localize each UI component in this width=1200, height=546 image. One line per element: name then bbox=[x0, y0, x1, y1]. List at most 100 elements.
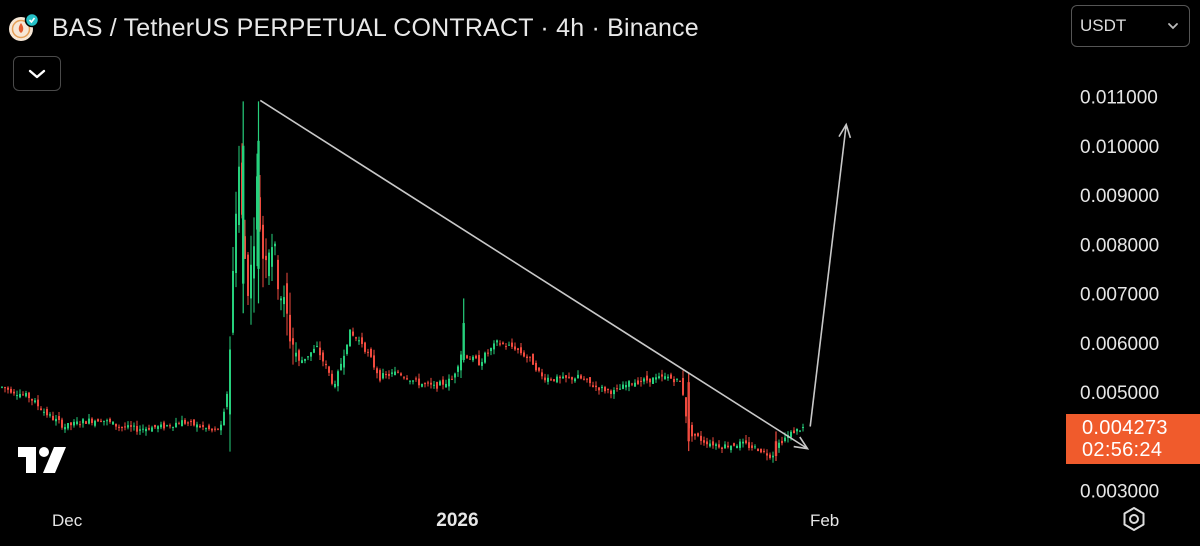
candle-body bbox=[592, 385, 594, 387]
candle-body bbox=[751, 445, 753, 448]
candle-body bbox=[616, 388, 618, 390]
settings-icon[interactable] bbox=[1121, 506, 1147, 537]
candle-body bbox=[625, 384, 627, 388]
drawing-layer[interactable] bbox=[259, 99, 852, 450]
candle-body bbox=[257, 140, 260, 269]
currency-selector[interactable]: USDT bbox=[1071, 5, 1190, 47]
candle-body bbox=[676, 378, 678, 380]
candle-body bbox=[220, 424, 222, 431]
time-tick-label: Feb bbox=[810, 511, 839, 530]
tradingview-logo-icon[interactable] bbox=[18, 447, 68, 480]
candle-body bbox=[697, 433, 699, 436]
candle-body bbox=[712, 441, 714, 446]
candle-body bbox=[724, 444, 726, 449]
time-tick-label: 2026 bbox=[436, 510, 478, 531]
candle-body bbox=[46, 408, 48, 416]
candle-body bbox=[4, 387, 6, 389]
candle-body bbox=[118, 426, 120, 428]
candle-body bbox=[211, 428, 213, 431]
candle-body bbox=[550, 379, 552, 381]
candle-body bbox=[1, 386, 3, 388]
price-tick-label: 0.009000 bbox=[1080, 186, 1159, 207]
candle-body bbox=[580, 375, 582, 379]
candle-body bbox=[313, 348, 315, 353]
candle-body bbox=[523, 352, 525, 357]
candle-body bbox=[754, 446, 756, 448]
candle-body bbox=[109, 418, 111, 422]
collapse-legend-button[interactable] bbox=[13, 56, 61, 91]
candle-body bbox=[31, 398, 33, 401]
candle-body bbox=[232, 270, 234, 333]
candle-body bbox=[466, 355, 468, 359]
candle-body bbox=[481, 362, 483, 366]
candle-body bbox=[730, 445, 732, 451]
price-tick-label: 0.010000 bbox=[1080, 137, 1159, 158]
candle-body bbox=[403, 377, 405, 379]
candle-body bbox=[784, 437, 786, 442]
price-axis[interactable]: 0.011000 0.010000 0.009000 0.008000 0.007000… bbox=[1080, 88, 1159, 503]
candle-body bbox=[124, 426, 126, 428]
candle-body bbox=[70, 422, 72, 426]
candle-body bbox=[331, 373, 333, 384]
candle-body bbox=[265, 255, 267, 261]
candle-body bbox=[781, 440, 783, 444]
candle-body bbox=[583, 378, 585, 380]
candle-body bbox=[472, 356, 474, 361]
candle-body bbox=[382, 373, 384, 379]
candle-body bbox=[73, 421, 75, 426]
candle-body bbox=[64, 427, 66, 430]
candle-body bbox=[49, 414, 51, 416]
candle-body bbox=[388, 373, 390, 376]
candle-body bbox=[517, 348, 519, 350]
candle-body bbox=[532, 353, 534, 365]
candle-body bbox=[280, 298, 282, 301]
trend-line bbox=[259, 99, 808, 450]
candle-body bbox=[715, 444, 717, 446]
candle-body bbox=[325, 363, 327, 366]
candle-body bbox=[460, 354, 462, 371]
candle-body bbox=[739, 441, 741, 448]
last-price-value: 0.004273 bbox=[1082, 417, 1168, 439]
candle-body bbox=[574, 378, 576, 382]
candle-body bbox=[193, 419, 195, 426]
candle-body bbox=[358, 340, 360, 342]
candle-body bbox=[457, 366, 459, 372]
candlestick-series bbox=[1, 101, 804, 463]
candle-body bbox=[655, 377, 657, 380]
candle-body bbox=[94, 420, 96, 426]
candle-body bbox=[217, 428, 219, 430]
candle-body bbox=[562, 376, 564, 379]
candle-body bbox=[652, 377, 654, 384]
candle-body bbox=[187, 422, 189, 424]
candle-body bbox=[97, 419, 99, 422]
candle-body bbox=[685, 397, 687, 417]
candle-body bbox=[499, 343, 501, 345]
candle-body bbox=[133, 425, 135, 427]
candle-body bbox=[421, 383, 423, 387]
candle-body bbox=[355, 337, 357, 339]
candle-body bbox=[172, 426, 174, 428]
candle-body bbox=[136, 426, 138, 432]
candle-body bbox=[772, 455, 774, 458]
candle-body bbox=[67, 422, 69, 429]
candle-body bbox=[58, 416, 60, 421]
candle-body bbox=[256, 176, 258, 230]
candle-body bbox=[667, 376, 669, 379]
candle-body bbox=[418, 378, 420, 386]
candle-body bbox=[364, 342, 366, 352]
candle-body bbox=[100, 420, 102, 422]
price-tick-label: 0.011000 bbox=[1080, 88, 1158, 109]
currency-value: USDT bbox=[1080, 16, 1127, 35]
candle-body bbox=[673, 378, 675, 383]
candle-body bbox=[700, 435, 702, 441]
candle-body bbox=[43, 411, 45, 413]
candle-body bbox=[439, 381, 441, 386]
arrow-head bbox=[793, 436, 810, 450]
candle-body bbox=[250, 264, 252, 299]
time-axis[interactable]: Dec 2026 Feb bbox=[52, 510, 839, 531]
candle-body bbox=[577, 374, 579, 379]
candle-body bbox=[631, 383, 633, 385]
candle-body bbox=[412, 380, 414, 382]
candle-body bbox=[646, 375, 648, 381]
